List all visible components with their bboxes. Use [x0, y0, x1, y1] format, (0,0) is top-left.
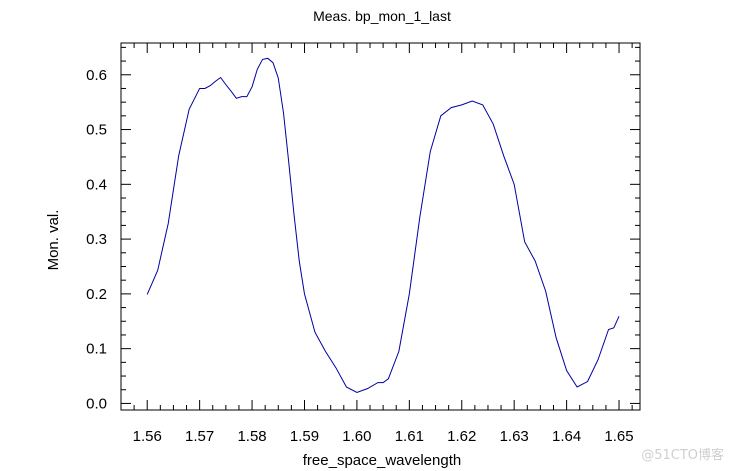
- watermark: @51CTO博客: [641, 448, 724, 463]
- x-tick-label: 1.58: [237, 428, 266, 445]
- y-tick-label: 0.2: [86, 286, 107, 303]
- x-tick-label: 1.60: [342, 428, 371, 445]
- x-tick-label: 1.62: [447, 428, 476, 445]
- y-tick-label: 0.5: [86, 122, 107, 139]
- plot-frame: [120, 42, 641, 411]
- x-tick-label: 1.65: [604, 428, 633, 445]
- x-tick-label: 1.56: [133, 428, 162, 445]
- y-axis-label: Mon. val.: [45, 210, 62, 271]
- x-tick-label: 1.61: [395, 428, 424, 445]
- y-tick-label: 0.3: [86, 231, 107, 248]
- x-axis-label: free_space_wavelength: [303, 452, 461, 469]
- series-line: [146, 57, 620, 394]
- chart-title: Meas. bp_mon_1_last: [313, 8, 451, 24]
- axis-ticks: [120, 43, 640, 410]
- x-tick-label: 1.64: [552, 428, 581, 445]
- y-tick-label: 0.1: [86, 341, 107, 358]
- y-tick-label: 0.4: [86, 176, 107, 193]
- y-tick-label: 0.6: [86, 67, 107, 84]
- x-tick-label: 1.59: [290, 428, 319, 445]
- x-tick-label: 1.63: [500, 428, 529, 445]
- y-tick-labels: 0.0 0.1 0.2 0.3 0.4 0.5 0.6: [86, 67, 107, 413]
- x-tick-label: 1.57: [185, 428, 214, 445]
- y-tick-label: 0.0: [86, 395, 107, 412]
- x-tick-labels: 1.56 1.57 1.58 1.59 1.60 1.61 1.62 1.63 1.64 1.65: [133, 428, 634, 445]
